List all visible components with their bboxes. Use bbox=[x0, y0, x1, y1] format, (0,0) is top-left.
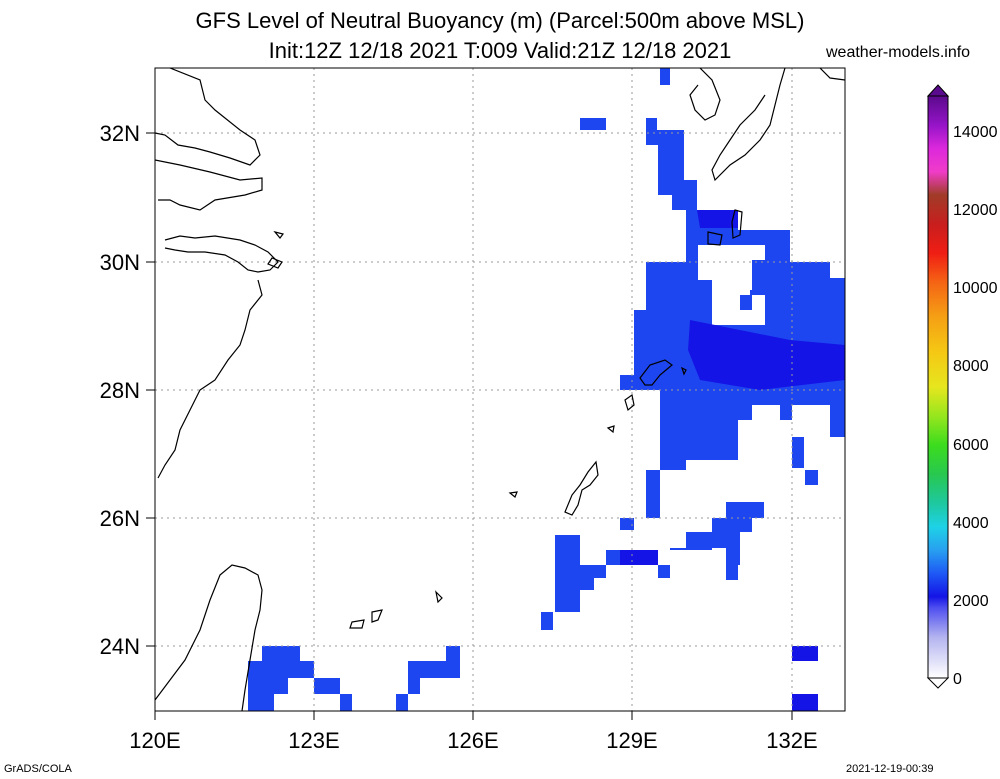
colorbar-label-6000: 6000 bbox=[953, 437, 989, 454]
buoyancy-patch-dark-1 bbox=[792, 646, 818, 661]
island-amami bbox=[639, 359, 673, 386]
colorbar: 0 2000 4000 6000 8000 10000 12000 14000 bbox=[926, 84, 998, 689]
lon-label-126e: 126E bbox=[447, 728, 498, 753]
buoyancy-accent-3 bbox=[620, 550, 658, 565]
buoyancy-patch-east-1 bbox=[792, 437, 804, 468]
buoyancy-region-east bbox=[660, 68, 670, 85]
lon-label-129e: 129E bbox=[606, 728, 657, 753]
chart-title-line2: Init:12Z 12/18 2021 T:009 Valid:21Z 12/1… bbox=[268, 38, 732, 63]
island-small-1 bbox=[273, 230, 285, 239]
lon-label-132e: 132E bbox=[766, 728, 817, 753]
colorbar-label-12000: 12000 bbox=[953, 202, 998, 219]
lat-label-30n: 30N bbox=[100, 250, 140, 275]
coast-zhejiang bbox=[157, 279, 263, 479]
buoyancy-patch-south-mid bbox=[396, 646, 460, 711]
island-zhoushan bbox=[267, 257, 283, 269]
colorbar-bottom-arrow bbox=[926, 677, 950, 689]
island-tokunoshima bbox=[624, 393, 635, 412]
island-yakushima bbox=[707, 231, 723, 246]
lon-label-123e: 123E bbox=[288, 728, 339, 753]
island-miyako bbox=[435, 590, 443, 604]
coast-kyushu-east bbox=[711, 68, 786, 182]
buoyancy-patch-south bbox=[541, 612, 553, 630]
island-kume bbox=[508, 491, 518, 498]
island-okinawa bbox=[564, 460, 599, 516]
lat-label-28n: 28N bbox=[100, 378, 140, 403]
colorbar-label-8000: 8000 bbox=[953, 358, 989, 375]
site-watermark: weather-models.info bbox=[826, 44, 971, 61]
island-small-2 bbox=[680, 366, 687, 376]
colorbar-top-arrow bbox=[926, 84, 950, 97]
chart-title-line1: GFS Level of Neutral Buoyancy (m) (Parce… bbox=[195, 8, 805, 33]
buoyancy-patch-north bbox=[580, 118, 606, 130]
coastlines bbox=[155, 68, 845, 711]
coast-yangtze bbox=[155, 159, 263, 211]
buoyancy-accent-1 bbox=[697, 210, 738, 228]
coast-hangzhou-bay bbox=[164, 235, 279, 273]
lat-label-32n: 32N bbox=[100, 121, 140, 146]
colorbar-label-4000: 4000 bbox=[953, 515, 989, 532]
buoyancy-gap-2 bbox=[710, 275, 750, 320]
coast-kyushu bbox=[689, 68, 721, 121]
island-ishigaki bbox=[371, 609, 383, 623]
lat-label-24n: 24N bbox=[100, 634, 140, 659]
coast-taiwan bbox=[155, 564, 263, 711]
lat-label-26n: 26N bbox=[100, 506, 140, 531]
coast-honshu-tip bbox=[819, 68, 845, 81]
island-tanegashima bbox=[731, 209, 743, 239]
colorbar-label-0: 0 bbox=[953, 671, 962, 688]
coast-china-north bbox=[155, 68, 261, 166]
footer-credit: GrADS/COLA bbox=[4, 763, 72, 775]
buoyancy-fill-layer bbox=[248, 68, 845, 711]
buoyancy-patch-dark-2 bbox=[792, 694, 818, 711]
buoyancy-patch-west-island bbox=[620, 375, 660, 390]
axis-ticks bbox=[146, 132, 793, 720]
colorbar-scale bbox=[927, 95, 949, 679]
buoyancy-patch-southwest bbox=[248, 646, 352, 711]
footer-timestamp: 2021-12-19-00:39 bbox=[846, 763, 934, 775]
island-iriomote bbox=[349, 619, 365, 629]
island-okinoerabu bbox=[606, 425, 615, 434]
colorbar-label-14000: 14000 bbox=[953, 124, 998, 141]
lon-label-120e: 120E bbox=[129, 728, 180, 753]
buoyancy-patch-east-2 bbox=[805, 470, 818, 485]
buoyancy-accent-2 bbox=[688, 320, 845, 390]
colorbar-label-2000: 2000 bbox=[953, 593, 989, 610]
colorbar-label-10000: 10000 bbox=[953, 280, 998, 297]
